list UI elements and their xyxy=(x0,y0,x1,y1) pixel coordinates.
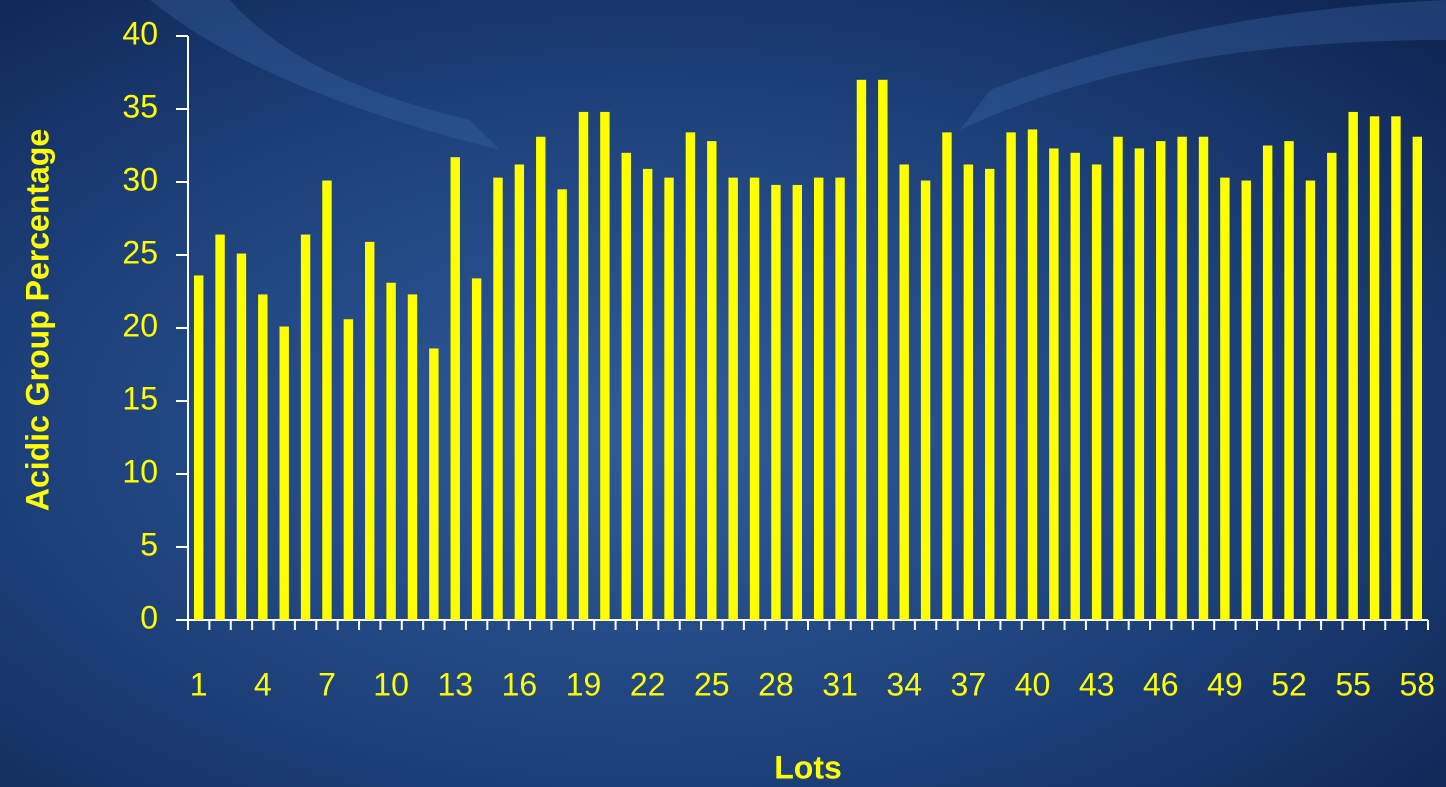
bar xyxy=(1284,141,1294,620)
bar xyxy=(1369,116,1380,621)
bar xyxy=(963,164,974,621)
x-tick-label: 22 xyxy=(630,666,666,702)
bar xyxy=(1134,148,1145,621)
bar xyxy=(985,168,995,621)
y-tick-label: 25 xyxy=(122,234,158,270)
bar xyxy=(1327,152,1337,621)
bar xyxy=(813,177,824,620)
x-tick-label: 31 xyxy=(822,666,858,702)
decor-arrow xyxy=(150,0,500,150)
x-tick-label: 43 xyxy=(1079,666,1115,702)
y-tick-label: 0 xyxy=(140,599,158,635)
x-tick-label: 34 xyxy=(886,666,922,702)
bar xyxy=(1305,180,1316,621)
bar xyxy=(557,189,567,621)
x-tick-label: 10 xyxy=(373,666,409,702)
bar xyxy=(1198,136,1209,621)
x-tick-label: 28 xyxy=(758,666,794,702)
bar xyxy=(942,132,952,621)
bar xyxy=(536,136,546,621)
y-tick-label: 35 xyxy=(122,88,158,124)
bar xyxy=(1027,129,1038,620)
bar xyxy=(215,234,225,620)
bar xyxy=(471,278,482,620)
bar xyxy=(685,132,696,621)
bar xyxy=(1091,164,1102,621)
bar xyxy=(1070,152,1080,621)
bar xyxy=(600,111,610,621)
bar xyxy=(407,294,418,620)
bar xyxy=(1348,111,1358,621)
bar xyxy=(792,184,803,621)
x-tick-label: 4 xyxy=(254,666,272,702)
y-tick-label: 30 xyxy=(122,161,158,197)
bar xyxy=(1006,132,1016,621)
x-tick-label: 49 xyxy=(1207,666,1243,702)
x-tick-label: 7 xyxy=(318,666,336,702)
y-tick-label: 40 xyxy=(122,15,158,51)
bar xyxy=(386,282,396,620)
x-tick-label: 1 xyxy=(190,666,208,702)
x-tick-label: 46 xyxy=(1143,666,1179,702)
bar xyxy=(429,348,439,620)
bar xyxy=(1177,136,1187,621)
bar xyxy=(279,326,289,620)
bar xyxy=(450,157,460,620)
bar xyxy=(1241,180,1251,621)
bar xyxy=(664,177,674,620)
x-tick-label: 25 xyxy=(694,666,730,702)
bar xyxy=(193,275,204,620)
y-tick-label: 10 xyxy=(122,453,158,489)
bar xyxy=(621,152,631,621)
x-tick-label: 52 xyxy=(1271,666,1307,702)
decor-arrow xyxy=(960,0,1446,130)
bar xyxy=(749,177,760,620)
bar xyxy=(300,234,311,620)
bar xyxy=(1049,148,1059,621)
bar xyxy=(514,164,525,621)
bar xyxy=(1156,141,1166,620)
bar xyxy=(707,141,717,620)
bar xyxy=(835,177,845,620)
x-tick-label: 16 xyxy=(502,666,538,702)
bar xyxy=(343,319,354,620)
y-tick-label: 15 xyxy=(122,380,158,416)
bar xyxy=(878,79,888,621)
bar xyxy=(578,111,589,621)
y-axis-title: Acidic Group Percentage xyxy=(19,129,55,511)
bar xyxy=(1412,136,1423,621)
x-axis-title: Lots xyxy=(774,749,842,785)
bar xyxy=(920,180,931,621)
bar xyxy=(1113,136,1123,621)
bar xyxy=(1262,145,1273,620)
x-tick-label: 40 xyxy=(1015,666,1051,702)
bar xyxy=(728,177,738,620)
bar xyxy=(258,294,268,620)
bar xyxy=(322,180,332,621)
x-tick-label: 19 xyxy=(566,666,602,702)
bar xyxy=(1391,116,1401,621)
y-tick-label: 20 xyxy=(122,307,158,343)
x-tick-label: 58 xyxy=(1400,666,1436,702)
bar xyxy=(642,168,653,621)
bar xyxy=(899,164,909,621)
bar xyxy=(856,79,867,621)
y-tick-label: 5 xyxy=(140,526,158,562)
bar xyxy=(771,184,781,621)
bar xyxy=(1220,177,1230,620)
bar xyxy=(493,177,503,620)
bar xyxy=(365,241,375,621)
bar xyxy=(236,253,247,621)
x-tick-label: 55 xyxy=(1335,666,1371,702)
x-tick-label: 37 xyxy=(951,666,987,702)
x-tick-label: 13 xyxy=(437,666,473,702)
